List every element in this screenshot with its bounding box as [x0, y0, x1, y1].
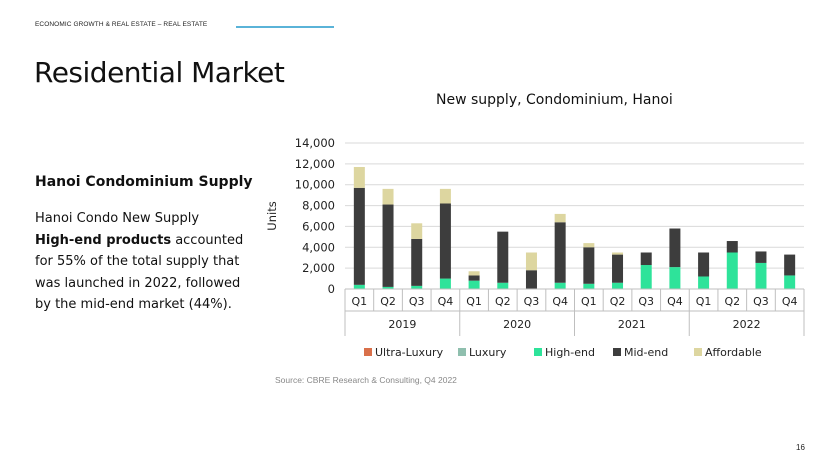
bar-segment-high-end — [583, 283, 595, 289]
page-title: Residential Market — [34, 56, 285, 89]
legend-label: Ultra-Luxury — [375, 346, 444, 359]
bar-segment-high-end — [640, 265, 652, 289]
legend-label: High-end — [545, 346, 595, 359]
legend-swatch — [613, 348, 621, 356]
bar-segment-mid-end — [755, 251, 767, 263]
bar-segment-mid-end — [439, 203, 451, 279]
bar-segment-mid-end — [583, 247, 595, 284]
bar-segment-affordable — [583, 243, 595, 248]
bar-segment-mid-end — [411, 238, 423, 286]
x-tick-label: Q1 — [466, 295, 482, 308]
legend-swatch — [694, 348, 702, 356]
panel-rest-text: accounted for 55% of the total supply th… — [35, 232, 244, 313]
panel-bold-phrase: High-end products — [35, 232, 172, 248]
bar-segment-mid-end — [525, 270, 537, 289]
page-number: 16 — [796, 443, 805, 452]
bar-segment-high-end — [497, 282, 509, 289]
y-tick-label: 8,000 — [302, 199, 335, 213]
legend-swatch — [458, 348, 466, 356]
bar-segment-high-end — [755, 262, 767, 289]
bar-segment-high-end — [784, 275, 796, 289]
bar-segment-high-end — [353, 284, 365, 289]
bar-segment-high-end — [439, 278, 451, 289]
legend-label: Luxury — [469, 346, 507, 359]
x-tick-label: Q4 — [782, 295, 798, 308]
bar-segment-affordable — [554, 213, 566, 223]
bar-segment-high-end — [669, 267, 681, 289]
bar-segment-affordable — [525, 252, 537, 271]
bar-segment-high-end — [612, 282, 624, 289]
panel-heading: Hanoi Condominium Supply — [35, 174, 253, 190]
bar-segment-mid-end — [640, 252, 652, 266]
bar-segment-high-end — [468, 280, 480, 289]
y-tick-label: 12,000 — [295, 157, 335, 171]
bar-segment-mid-end — [497, 231, 509, 283]
x-group-label: 2021 — [618, 318, 646, 331]
bar-segment-mid-end — [784, 254, 796, 276]
x-tick-label: Q3 — [409, 295, 425, 308]
bar-segment-mid-end — [612, 254, 624, 283]
bar-segment-high-end — [554, 282, 566, 289]
bar-segment-affordable — [353, 166, 365, 188]
bar-segment-mid-end — [669, 228, 681, 268]
bar-layer — [353, 166, 796, 289]
header-accent-line — [236, 26, 334, 28]
x-tick-label: Q3 — [524, 295, 540, 308]
bar-segment-mid-end — [353, 187, 365, 285]
bar-segment-high-end — [382, 286, 394, 289]
y-tick-label: 10,000 — [295, 178, 335, 192]
section-label: ECONOMIC GROWTH & REAL ESTATE – REAL EST… — [35, 21, 208, 28]
stacked-bar-chart: 0 2,000 4,000 6,000 8,000 10,000 12,000 14,000 U… — [265, 136, 805, 359]
x-tick-label: Q3 — [753, 295, 769, 308]
x-tick-label: Q4 — [552, 295, 568, 308]
bar-segment-affordable — [468, 271, 480, 276]
legend-label: Mid-end — [624, 346, 668, 359]
y-tick-label: 6,000 — [302, 219, 335, 233]
x-tick-label: Q1 — [696, 295, 712, 308]
bar-segment-high-end — [726, 252, 738, 289]
bar-segment-high-end — [698, 276, 710, 289]
bar-segment-affordable — [612, 252, 624, 255]
bar-segment-mid-end — [726, 241, 738, 253]
x-tick-label: Q1 — [581, 295, 597, 308]
bar-segment-mid-end — [382, 204, 394, 287]
y-tick-label: 0 — [328, 282, 335, 296]
chart-title: New supply, Condominium, Hanoi — [436, 92, 673, 108]
axis-layer: 0 2,000 4,000 6,000 8,000 10,000 12,000 14,000 U… — [265, 136, 805, 336]
bar-segment-mid-end — [554, 222, 566, 283]
legend-swatch — [534, 348, 542, 356]
x-group-label: 2019 — [388, 318, 416, 331]
y-tick-label: 14,000 — [295, 136, 335, 150]
x-tick-label: Q4 — [667, 295, 683, 308]
x-tick-label: Q1 — [352, 295, 368, 308]
y-axis-label: Units — [265, 201, 279, 230]
y-tick-label: 4,000 — [302, 240, 335, 254]
bar-segment-affordable — [382, 188, 394, 205]
legend-label: Affordable — [705, 346, 762, 359]
x-tick-label: Q3 — [638, 295, 654, 308]
bar-segment-mid-end — [698, 252, 710, 277]
panel-paragraph: High-end products accounted for 55% of t… — [35, 230, 250, 316]
x-group-label: 2022 — [733, 318, 761, 331]
legend-swatch — [364, 348, 372, 356]
x-tick-label: Q2 — [724, 295, 740, 308]
bar-segment-affordable — [439, 188, 451, 204]
bar-segment-mid-end — [468, 275, 480, 281]
x-tick-label: Q4 — [438, 295, 454, 308]
panel-line-1: Hanoi Condo New Supply — [35, 211, 200, 226]
x-tick-label: Q2 — [495, 295, 511, 308]
x-tick-label: Q2 — [610, 295, 626, 308]
x-group-label: 2020 — [503, 318, 531, 331]
legend-layer: Ultra-Luxury Luxury High-end Mid-end Afforda… — [364, 346, 762, 359]
y-tick-label: 2,000 — [302, 261, 335, 275]
panel-body: Hanoi Condo New Supply High-end products… — [35, 208, 250, 316]
x-tick-label: Q2 — [380, 295, 396, 308]
bar-segment-high-end — [411, 285, 423, 289]
bar-segment-affordable — [411, 223, 423, 239]
source-note: Source: CBRE Research & Consulting, Q4 2… — [275, 375, 457, 385]
